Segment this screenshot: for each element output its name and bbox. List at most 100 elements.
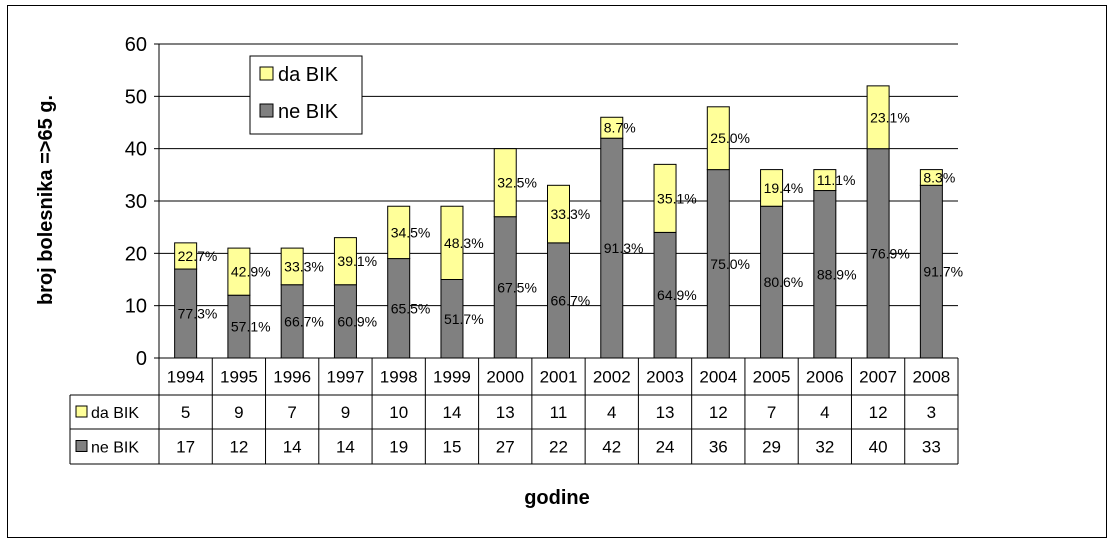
data-label-da-bik: 39.1% [337,253,377,269]
data-label-da-bik: 22.7% [178,248,218,264]
table-row-label: da BIK [91,405,139,422]
table-cell-value: 12 [229,438,248,457]
data-label-ne-bik: 77.3% [178,306,218,322]
table-cell-value: 11 [550,403,568,422]
data-label-da-bik: 34.5% [391,224,431,240]
data-label-ne-bik: 88.9% [817,266,857,282]
x-tick-label: 2003 [646,368,684,387]
table-cell-value: 9 [341,403,350,422]
table-legend-key [75,440,88,452]
table-cell-value: 24 [656,438,675,457]
data-label-da-bik: 32.5% [497,175,537,191]
data-label-da-bik: 19.4% [764,180,804,196]
table-cell-value: 22 [549,438,568,457]
bar-da-bik [440,205,464,281]
x-tick-label: 1996 [273,368,311,387]
legend-label-ne-bik: ne BIK [278,101,339,123]
data-label-ne-bik: 91.3% [604,240,644,256]
data-label-da-bik: 35.1% [657,190,697,206]
table-cell-value: 13 [656,403,675,422]
table-cell-value: 15 [443,438,462,457]
data-label-da-bik: 23.1% [870,109,910,125]
table-cell-value: 7 [287,403,296,422]
table-cell-value: 14 [283,438,302,457]
x-tick-label: 1998 [380,368,418,387]
table-cell-value: 12 [709,403,728,422]
table-cell-value: 36 [709,438,728,457]
data-label-da-bik: 33.3% [551,206,591,222]
data-label-da-bik: 8.7% [604,120,636,136]
bar-da-bik [706,106,730,171]
x-tick-label: 2002 [593,368,631,387]
bar-da-bik [174,242,198,270]
table-cell-value: 4 [607,403,616,422]
table-cell-value: 4 [820,403,829,422]
table-cell-value: 13 [496,403,515,422]
bar-da-bik [653,163,677,233]
y-tick-label: 30 [125,191,147,213]
x-tick-label: 2007 [859,368,897,387]
legend-key-ne-bik [259,103,274,118]
table-cell-value: 32 [815,438,834,457]
data-label-ne-bik: 75.0% [710,256,750,272]
table-cell-value: 14 [443,403,462,422]
table-cell-value: 42 [602,438,621,457]
y-tick-label: 20 [125,243,147,265]
bar-da-bik [227,247,251,296]
x-tick-label: 2001 [540,368,578,387]
table-cell-value: 19 [389,438,408,457]
y-tick-label: 60 [125,34,147,56]
legend-key-da-bik [259,66,274,81]
data-label-da-bik: 11.1% [817,172,856,188]
bar-da-bik [760,169,784,207]
table-legend-key [75,405,88,418]
data-label-ne-bik: 67.5% [497,279,537,295]
table-cell-value: 27 [496,438,515,457]
data-label-ne-bik: 76.9% [870,245,910,261]
data-label-da-bik: 48.3% [444,235,484,251]
table-cell-value: 3 [927,403,936,422]
y-tick-label: 10 [125,296,147,318]
table-cell-value: 9 [234,403,243,422]
x-axis-title: godine [524,487,590,509]
x-tick-label: 1999 [433,368,471,387]
bar-da-bik [866,85,890,150]
bar-da-bik [919,169,943,186]
table-cell-value: 5 [181,403,190,422]
data-label-da-bik: 42.9% [231,264,271,280]
data-label-ne-bik: 64.9% [657,287,697,303]
data-label-da-bik: 8.3% [923,169,955,185]
bar-da-bik [333,237,357,286]
bar-da-bik [280,247,304,286]
legend-label-da-bik: da BIK [278,64,339,86]
y-tick-label: 40 [125,139,147,161]
data-label-ne-bik: 57.1% [231,319,271,335]
bar-da-bik [547,184,570,244]
data-label-ne-bik: 80.6% [764,274,804,290]
y-tick-label: 50 [125,86,147,108]
x-tick-label: 2008 [912,368,950,387]
y-tick-label: 0 [136,348,147,370]
data-label-da-bik: 33.3% [284,258,324,274]
y-axis-title: broj bolesnika =>65 g. [35,95,57,305]
table-cell-value: 7 [767,403,776,422]
x-tick-label: 2000 [486,368,524,387]
x-tick-label: 2004 [699,368,737,387]
bar-da-bik [493,148,517,218]
x-tick-label: 2006 [806,368,844,387]
table-cell-value: 14 [336,438,355,457]
x-tick-label: 1995 [220,368,258,387]
data-label-ne-bik: 60.9% [337,313,377,329]
bar-da-bik [387,205,411,260]
data-label-ne-bik: 51.7% [444,311,484,327]
data-label-ne-bik: 91.7% [923,264,963,280]
table-cell-value: 29 [762,438,781,457]
table-row-label: ne BIK [91,440,139,457]
data-label-ne-bik: 66.7% [551,292,591,308]
x-tick-label: 1994 [167,368,205,387]
data-label-da-bik: 25.0% [710,130,750,146]
data-label-ne-bik: 65.5% [391,300,431,316]
data-label-ne-bik: 66.7% [284,313,324,329]
table-cell-value: 10 [389,403,408,422]
